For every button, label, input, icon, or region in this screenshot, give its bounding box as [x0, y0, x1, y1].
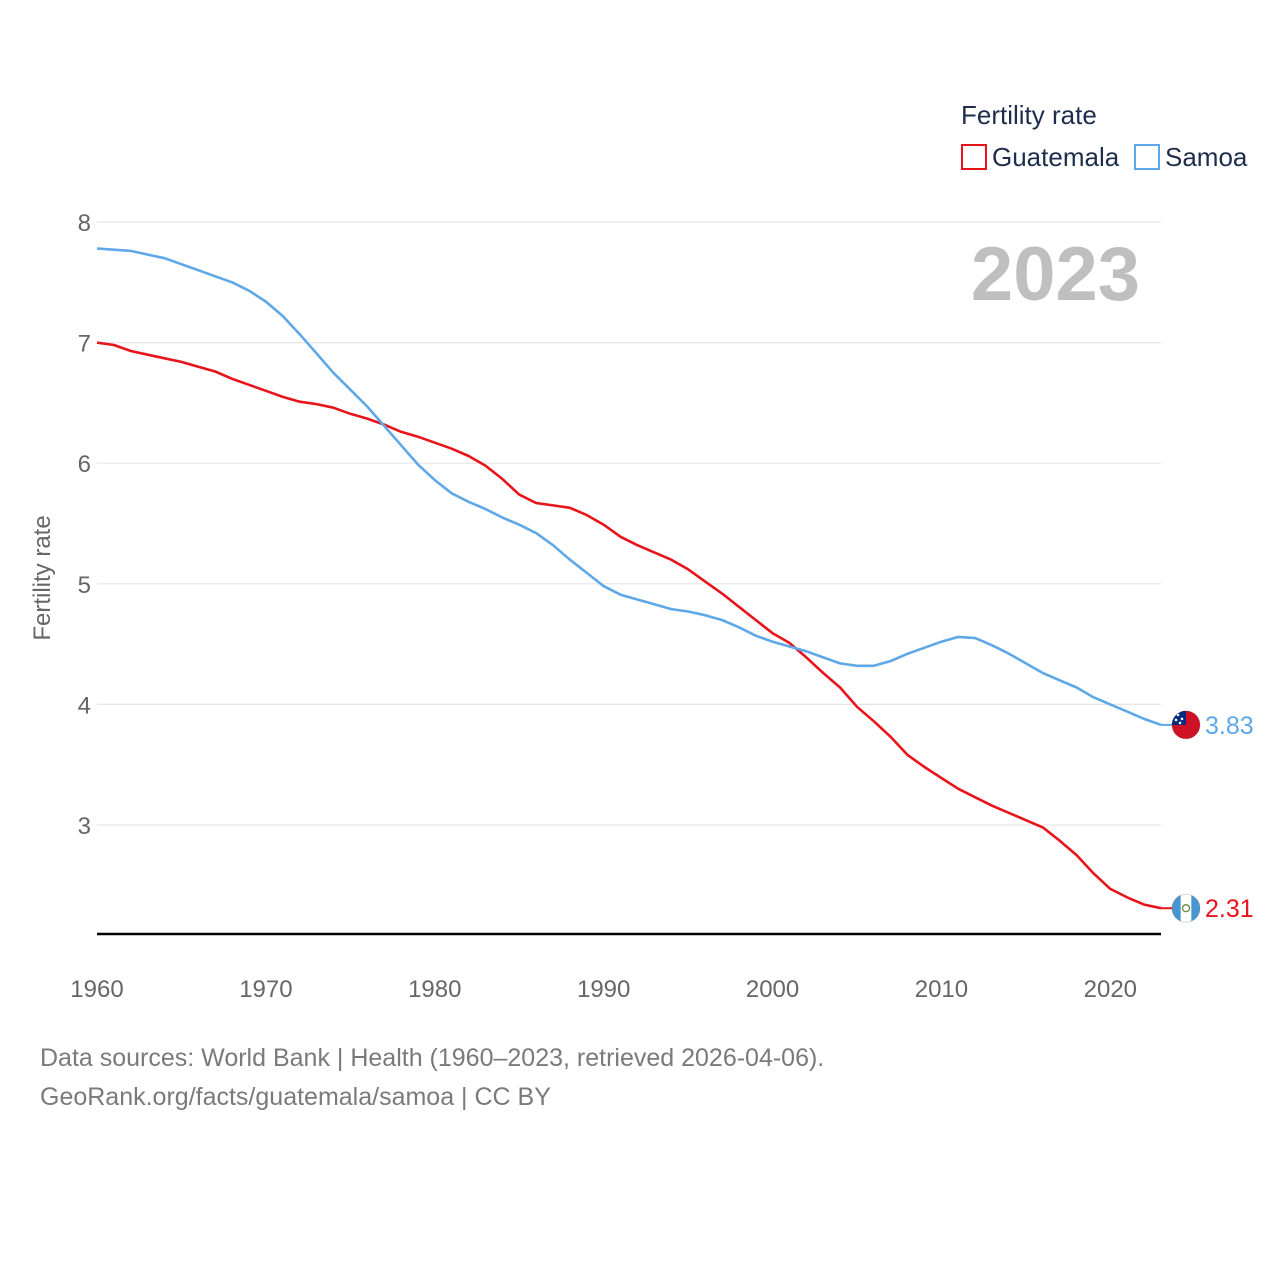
legend-label-guatemala: Guatemala	[992, 142, 1120, 172]
legend-label-samoa: Samoa	[1165, 142, 1248, 172]
x-axis-ticks: 1960 1970 1980 1990 2000 2010 2020	[70, 976, 1137, 1003]
legend-item-samoa[interactable]: Samoa	[1134, 142, 1248, 172]
y-axis-ticks: 3 4 5 6 7 8	[78, 210, 91, 840]
y-tick-label-7: 7	[78, 331, 91, 358]
legend-swatch-guatemala	[961, 144, 987, 170]
x-tick-label-1960: 1960	[70, 976, 123, 1003]
y-tick-label-8: 8	[78, 210, 91, 237]
end-value-label-guatemala: 2.31	[1205, 895, 1254, 923]
end-value-label-samoa: 3.83	[1205, 712, 1254, 740]
data-source-line: Data sources: World Bank | Health (1960–…	[40, 1044, 825, 1072]
x-tick-label-1990: 1990	[577, 976, 630, 1003]
gridlines	[97, 221, 1161, 826]
y-tick-label-6: 6	[78, 451, 91, 478]
x-tick-label-2010: 2010	[915, 976, 968, 1003]
y-tick-label-3: 3	[78, 813, 91, 840]
x-tick-label-1980: 1980	[408, 976, 461, 1003]
x-tick-label-2020: 2020	[1084, 976, 1137, 1003]
x-tick-label-1970: 1970	[239, 976, 292, 1003]
series-line-samoa	[96, 247, 1162, 727]
y-tick-label-5: 5	[78, 572, 91, 599]
series-line-guatemala	[96, 341, 1162, 910]
series-lines	[96, 247, 1162, 910]
credit-line: GeoRank.org/facts/guatemala/samoa | CC B…	[40, 1083, 551, 1111]
y-tick-label-4: 4	[78, 692, 91, 719]
samoa-flag-icon	[1171, 710, 1201, 740]
year-label: 2023	[971, 232, 1140, 317]
guatemala-flag-icon	[1171, 893, 1201, 923]
legend: Fertility rate Guatemala Samoa	[961, 100, 1248, 172]
legend-item-guatemala[interactable]: Guatemala	[961, 142, 1120, 172]
legend-title: Fertility rate	[961, 100, 1097, 130]
legend-swatch-samoa	[1134, 144, 1160, 170]
y-axis-title: Fertility rate	[29, 515, 56, 640]
series-end-markers: 2.31 3.83	[1161, 710, 1254, 923]
x-tick-label-2000: 2000	[746, 976, 799, 1003]
